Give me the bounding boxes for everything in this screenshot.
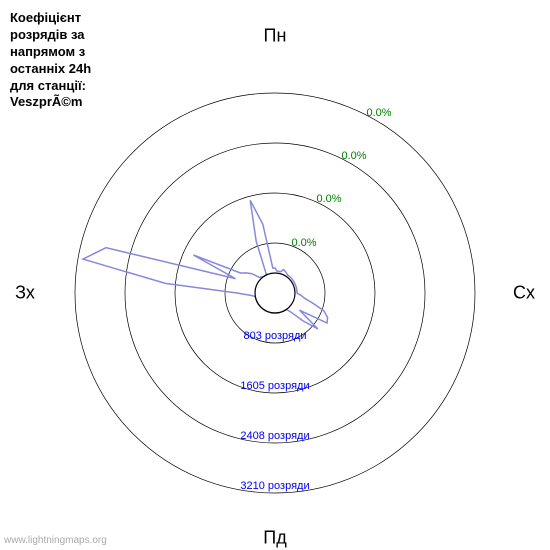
percent-label: 0.0%: [291, 237, 316, 249]
percent-label: 0.0%: [316, 193, 341, 205]
compass-north-label: Пн: [264, 26, 287, 47]
compass-east-label: Сх: [513, 283, 535, 304]
percent-label: 0.0%: [366, 107, 391, 119]
ring-label: 1605 розряди: [240, 380, 309, 392]
ring-label: 3210 розряди: [240, 480, 309, 492]
polar-chart: Коефіцієнтрозрядів занапрямом зостанніх …: [0, 0, 550, 550]
ring-label: 803 розряди: [243, 330, 306, 342]
ring-label: 2408 розряди: [240, 430, 309, 442]
compass-south-label: Пд: [263, 528, 286, 549]
compass-west-label: Зх: [15, 283, 35, 304]
percent-label: 0.0%: [341, 150, 366, 162]
attribution-text: www.lightningmaps.org: [4, 535, 107, 546]
chart-title: Коефіцієнтрозрядів занапрямом зостанніх …: [10, 10, 91, 111]
